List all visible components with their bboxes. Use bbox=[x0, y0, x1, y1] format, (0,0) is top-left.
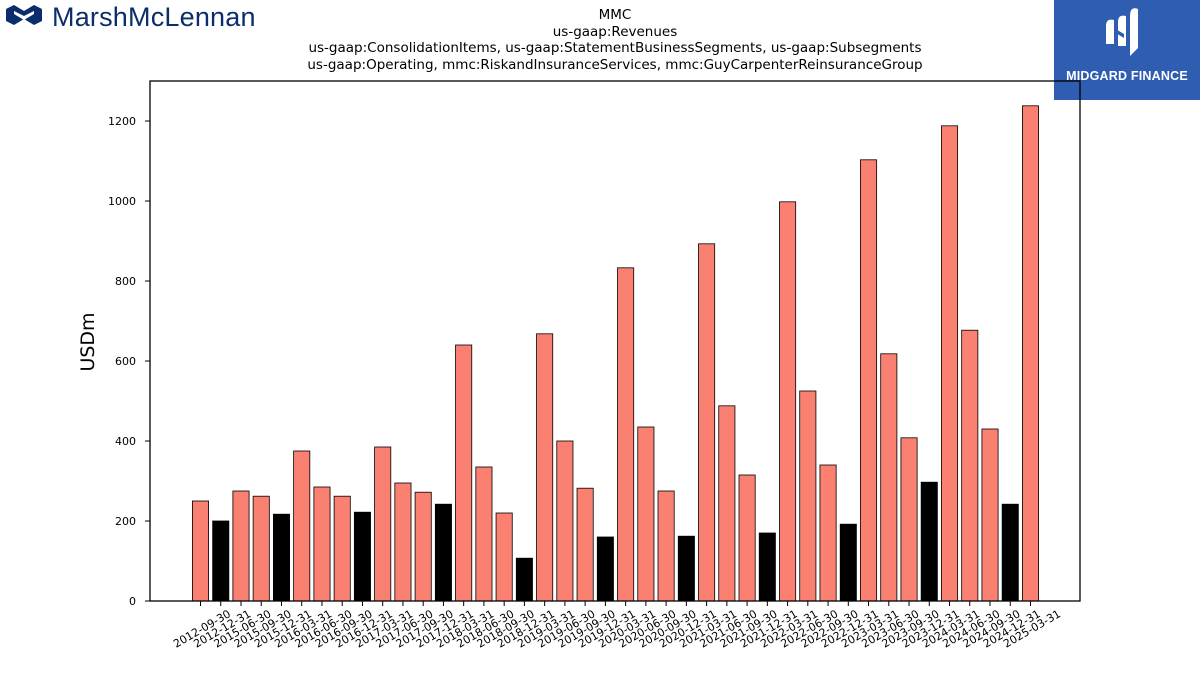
bar-2016-03-31 bbox=[293, 450, 311, 602]
bar-2016-12-31 bbox=[353, 511, 371, 602]
bar-2022-06-30 bbox=[799, 390, 817, 602]
marsh-mclennan-logo: MarshMcLennan bbox=[4, 2, 256, 32]
y-tick-label: 800 bbox=[115, 275, 136, 288]
bar-2024-12-31 bbox=[1001, 503, 1019, 602]
y-axis-ticks: 0 200 400 600 800 1000 1200 bbox=[108, 115, 150, 608]
bar-2020-12-31 bbox=[677, 535, 695, 602]
y-tick-label: 1000 bbox=[108, 195, 136, 208]
bar-2015-06-30 bbox=[232, 490, 250, 602]
bar-2017-03-31 bbox=[374, 446, 392, 602]
y-tick-label: 1200 bbox=[108, 115, 136, 128]
bar-2018-06-30 bbox=[475, 466, 493, 602]
midgard-finance-wordmark: MIDGARD FINANCE bbox=[1066, 69, 1188, 83]
bar-2020-06-30 bbox=[637, 426, 655, 602]
bar-2015-12-31 bbox=[272, 513, 290, 602]
bar-2019-03-31 bbox=[536, 333, 554, 602]
bar-2023-03-31 bbox=[860, 159, 878, 602]
bar-2019-09-30 bbox=[576, 487, 594, 602]
bar-2024-03-31 bbox=[941, 125, 959, 602]
y-tick-label: 200 bbox=[115, 515, 136, 528]
plot-frame bbox=[149, 80, 1081, 602]
y-tick-label: 400 bbox=[115, 435, 136, 448]
bar-2017-12-31 bbox=[434, 503, 452, 602]
x-axis-ticks: 2012-09-302012-12-312015-06-302015-09-30… bbox=[171, 601, 1063, 651]
bar-2021-06-30 bbox=[718, 405, 736, 602]
bar-2022-12-31 bbox=[839, 523, 857, 602]
bar-2012-09-30 bbox=[191, 500, 209, 602]
bar-2023-09-30 bbox=[900, 437, 918, 602]
y-tick-label: 600 bbox=[115, 355, 136, 368]
bar-2024-09-30 bbox=[981, 428, 999, 602]
bar-2021-09-30 bbox=[738, 474, 756, 602]
bar-2018-09-30 bbox=[495, 512, 513, 602]
bar-2016-09-30 bbox=[333, 495, 351, 602]
bar-2018-03-31 bbox=[455, 344, 473, 602]
bar-2021-12-31 bbox=[758, 532, 776, 602]
marsh-mclennan-chevron-icon bbox=[4, 3, 44, 31]
chart-title: MMC us-gaap:Revenues us-gaap:Consolidati… bbox=[265, 7, 965, 73]
bar-2019-06-30 bbox=[556, 440, 574, 602]
chart-title-line-2: us-gaap:Revenues bbox=[552, 23, 678, 40]
bar-2020-09-30 bbox=[657, 490, 675, 602]
marsh-mclennan-wordmark: MarshMcLennan bbox=[52, 1, 256, 32]
bar-2023-06-30 bbox=[880, 353, 898, 602]
bar-2022-09-30 bbox=[819, 464, 837, 602]
chart-title-line-3: us-gaap:ConsolidationItems, us-gaap:Stat… bbox=[308, 40, 922, 56]
y-tick-label: 0 bbox=[129, 595, 136, 608]
bar-2019-12-31 bbox=[596, 536, 614, 602]
bars-group bbox=[191, 105, 1040, 602]
midgard-finance-logo: MIDGARD FINANCE bbox=[1054, 0, 1200, 100]
bar-2022-03-31 bbox=[779, 201, 797, 602]
y-axis-label: USDm bbox=[77, 312, 99, 371]
bar-2017-09-30 bbox=[414, 491, 432, 602]
bar-2018-12-31 bbox=[515, 557, 533, 602]
bar-2025-03-31 bbox=[1022, 105, 1040, 602]
bar-2023-12-31 bbox=[920, 481, 938, 602]
bar-2020-03-31 bbox=[617, 267, 635, 602]
chart-title-line-1: MMC bbox=[598, 7, 632, 23]
bar-2017-06-30 bbox=[394, 482, 412, 602]
bar-2015-09-30 bbox=[252, 495, 270, 602]
bar-2016-06-30 bbox=[313, 486, 331, 602]
bar-2024-06-30 bbox=[961, 329, 979, 602]
bar-2012-12-31 bbox=[212, 520, 230, 602]
bar-2021-03-31 bbox=[698, 243, 716, 602]
chart-title-line-4: us-gaap:Operating, mmc:RiskandInsuranceS… bbox=[307, 56, 923, 73]
